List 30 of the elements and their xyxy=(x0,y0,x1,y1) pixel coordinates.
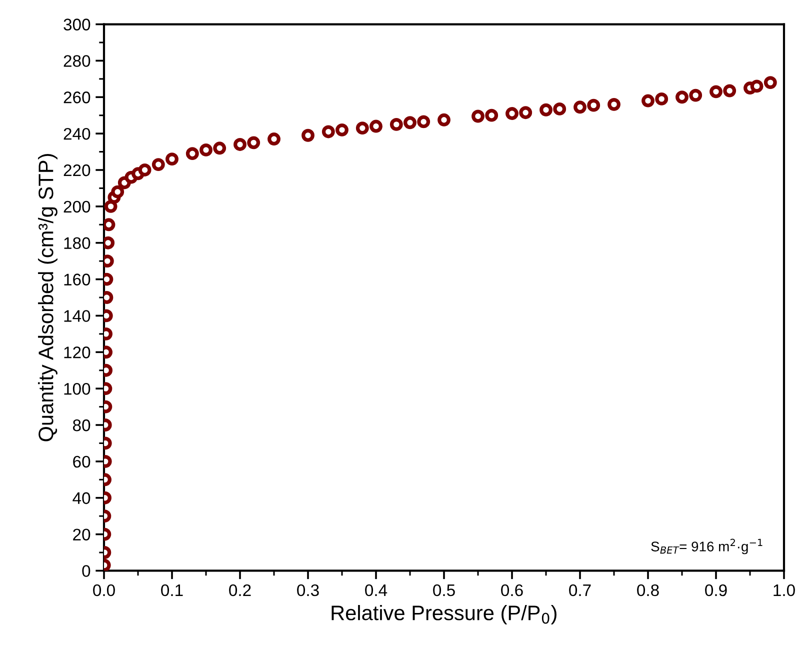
annotation: S$_{BET}$= 916 m$^{2}$·g$^{−1}$ xyxy=(651,538,762,554)
y-tick-label: 220 xyxy=(64,164,90,176)
y-tick-label: 300 xyxy=(64,18,90,30)
x-tick-label: 0.0 xyxy=(93,584,115,596)
y-tick-label: 140 xyxy=(64,310,90,322)
y-tick-label: 240 xyxy=(64,128,90,140)
x-axis-title: Relative Pressure (P/P$_{0}$) xyxy=(332,605,556,624)
y-tick-label: 120 xyxy=(64,346,90,358)
x-tick-label: 0.5 xyxy=(433,584,455,596)
y-tick-label: 260 xyxy=(64,92,90,104)
y-tick-label: 280 xyxy=(64,55,90,67)
x-tick-label: 0.1 xyxy=(161,584,183,596)
x-tick-label: 0.9 xyxy=(705,584,727,596)
y-tick-label: 100 xyxy=(64,382,90,395)
x-tick-label: 0.7 xyxy=(569,584,591,596)
x-tick-label: 0.2 xyxy=(229,584,251,596)
y-tick-label: 160 xyxy=(64,274,90,286)
y-tick-label: 40 xyxy=(72,492,90,504)
y-tick-label: 60 xyxy=(73,456,90,468)
y-tick-label: 180 xyxy=(64,237,90,250)
x-tick-label: 1.0 xyxy=(774,584,795,596)
y-tick-label: 200 xyxy=(64,200,90,213)
y-tick-label: 80 xyxy=(72,419,90,432)
x-tick-label: 0.4 xyxy=(365,584,388,596)
y-tick-label: 20 xyxy=(73,528,90,540)
x-tick-label: 0.8 xyxy=(637,584,659,596)
x-tick-label: 0.6 xyxy=(501,584,523,596)
x-tick-label: 0.3 xyxy=(297,584,319,596)
y-axis-title: Quantity Adsorbed (cm³/g STP) xyxy=(38,154,58,442)
y-tick-label: 0 xyxy=(82,565,90,577)
